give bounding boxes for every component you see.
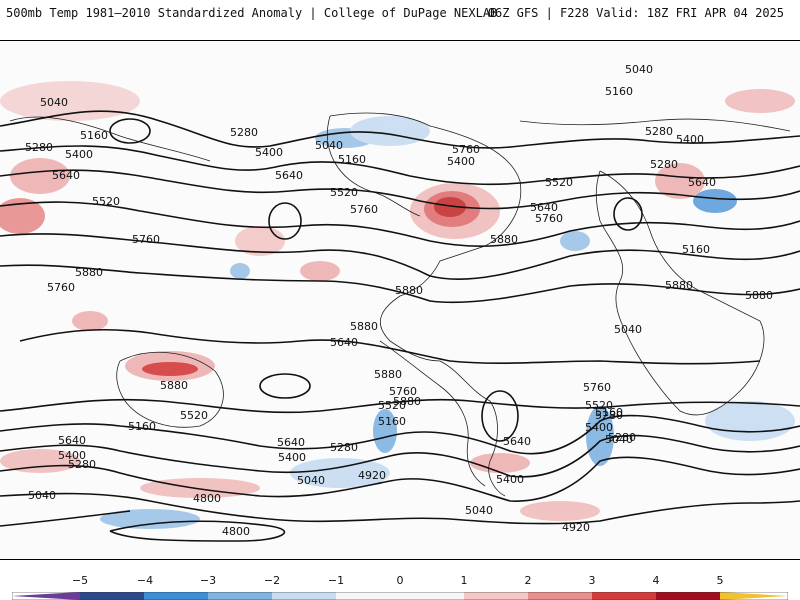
contour-label: 5880 bbox=[745, 289, 773, 302]
colorbar-label: 1 bbox=[460, 574, 468, 587]
contour-labels: 5040 5040 5160 5280 5400 5640 5520 5760 … bbox=[25, 63, 773, 538]
contour-label: 5280 bbox=[68, 458, 96, 471]
contour-label: 5160 bbox=[128, 420, 156, 433]
contour-label: 5880 bbox=[160, 379, 188, 392]
contour-label: 5520 bbox=[378, 399, 406, 412]
contour-label: 5400 bbox=[278, 451, 306, 464]
contour-label: 5280 bbox=[25, 141, 53, 154]
contour-label: 5160 bbox=[338, 153, 366, 166]
colorbar-segment bbox=[528, 592, 592, 600]
contour-label: 5520 bbox=[92, 195, 120, 208]
contour-label: 5760 bbox=[452, 143, 480, 156]
contour-label: 5040 bbox=[40, 96, 68, 109]
contour-label: 5280 bbox=[608, 431, 636, 444]
colorbar-segment bbox=[656, 592, 720, 600]
colorbar-segment bbox=[272, 592, 336, 600]
contour-label: 5880 bbox=[350, 320, 378, 333]
colorbar-label: 2 bbox=[524, 574, 532, 587]
contour-label: 4920 bbox=[358, 469, 386, 482]
contour-label: 5640 bbox=[330, 336, 358, 349]
contour-label: 5760 bbox=[47, 281, 75, 294]
contour-label: 5880 bbox=[393, 395, 421, 408]
contour-label: 5400 bbox=[496, 473, 524, 486]
contour-label: 5640 bbox=[52, 169, 80, 182]
colorbar-segment bbox=[336, 592, 400, 600]
colorbar-label: 5 bbox=[716, 574, 724, 587]
colorbar bbox=[12, 592, 788, 600]
colorbar-label: −2 bbox=[263, 574, 281, 587]
colorbar-label: 4 bbox=[652, 574, 660, 587]
contour-label: 5640 bbox=[688, 176, 716, 189]
contour-label: 5520 bbox=[545, 176, 573, 189]
contour-label: 5400 bbox=[255, 146, 283, 159]
colorbar-segment bbox=[144, 592, 208, 600]
contour-label: 5760 bbox=[350, 203, 378, 216]
contour-label: 4800 bbox=[222, 525, 250, 538]
contour-label: 5280 bbox=[645, 125, 673, 138]
contour-label: 5160 bbox=[595, 406, 623, 419]
contour-label: 5400 bbox=[65, 148, 93, 161]
contour-label: 5640 bbox=[58, 434, 86, 447]
contour-label: 5400 bbox=[676, 133, 704, 146]
contour-label: 5520 bbox=[585, 399, 613, 412]
contour-label: 5040 bbox=[614, 323, 642, 336]
weather-map: 5040 5040 5160 5280 5400 5640 5520 5760 … bbox=[0, 40, 800, 560]
contour-label: 5640 bbox=[530, 201, 558, 214]
colorbar-label: −4 bbox=[136, 574, 154, 587]
colorbar-segment bbox=[464, 592, 528, 600]
map-canvas: 5040 5040 5160 5280 5400 5640 5520 5760 … bbox=[0, 63, 800, 542]
colorbar-segment bbox=[592, 592, 656, 600]
contour-label: 5040 bbox=[625, 63, 653, 76]
map-title: 500mb Temp 1981–2010 Standardized Anomal… bbox=[6, 6, 498, 20]
contour-label: 5520 bbox=[180, 409, 208, 422]
colorbar-labels: −5 −4 −3 −2 −1 0 1 2 3 4 5 bbox=[0, 574, 800, 590]
contour-label: 5280 bbox=[330, 441, 358, 454]
contour-label: 5400 bbox=[58, 449, 86, 462]
contour-label: 5160 bbox=[378, 415, 406, 428]
contour-label: 5760 bbox=[132, 233, 160, 246]
contour-label: 5400 bbox=[447, 155, 475, 168]
contour-label: 5040 bbox=[315, 139, 343, 152]
contour-label: 5760 bbox=[389, 385, 417, 398]
contour-label: 4800 bbox=[193, 492, 221, 505]
header: 500mb Temp 1981–2010 Standardized Anomal… bbox=[0, 0, 800, 30]
colorbar-label: −5 bbox=[71, 574, 89, 587]
contour-label: 5880 bbox=[374, 368, 402, 381]
colorbar-segment bbox=[400, 592, 464, 600]
contour-label: 5760 bbox=[583, 381, 611, 394]
contour-label: 5280 bbox=[595, 409, 623, 422]
contour-label: 5280 bbox=[650, 158, 678, 171]
contour-label: 5160 bbox=[80, 129, 108, 142]
contour-label: 5160 bbox=[605, 85, 633, 98]
contour-label: 5880 bbox=[75, 266, 103, 279]
contour-label: 5640 bbox=[503, 435, 531, 448]
contour-label: 5760 bbox=[535, 212, 563, 225]
colorbar-label: 3 bbox=[588, 574, 596, 587]
coastlines bbox=[9, 112, 791, 497]
contour-label: 5640 bbox=[277, 436, 305, 449]
contour-label: 5040 bbox=[465, 504, 493, 517]
colorbar-segment bbox=[80, 592, 144, 600]
colorbar-label: 0 bbox=[396, 574, 404, 587]
contour-label: 5880 bbox=[665, 279, 693, 292]
colorbar-label: −3 bbox=[199, 574, 217, 587]
colorbar-segment bbox=[12, 592, 80, 600]
contour-label: 5160 bbox=[682, 243, 710, 256]
contour-label: 4920 bbox=[562, 521, 590, 534]
height-contours bbox=[0, 110, 800, 542]
contour-label: 5040 bbox=[28, 489, 56, 502]
colorbar-label: −1 bbox=[327, 574, 345, 587]
contour-label: 5520 bbox=[330, 186, 358, 199]
contour-label: 5880 bbox=[490, 233, 518, 246]
contour-label: 5880 bbox=[395, 284, 423, 297]
contour-label: 5280 bbox=[230, 126, 258, 139]
contour-label: 5040 bbox=[605, 433, 633, 446]
contour-label: 5640 bbox=[275, 169, 303, 182]
contour-label: 5040 bbox=[297, 474, 325, 487]
contour-label: 5400 bbox=[585, 421, 613, 434]
colorbar-segment bbox=[720, 592, 788, 600]
colorbar-segment bbox=[208, 592, 272, 600]
model-run-info: 06Z GFS | F228 Valid: 18Z FRI APR 04 202… bbox=[487, 6, 784, 20]
